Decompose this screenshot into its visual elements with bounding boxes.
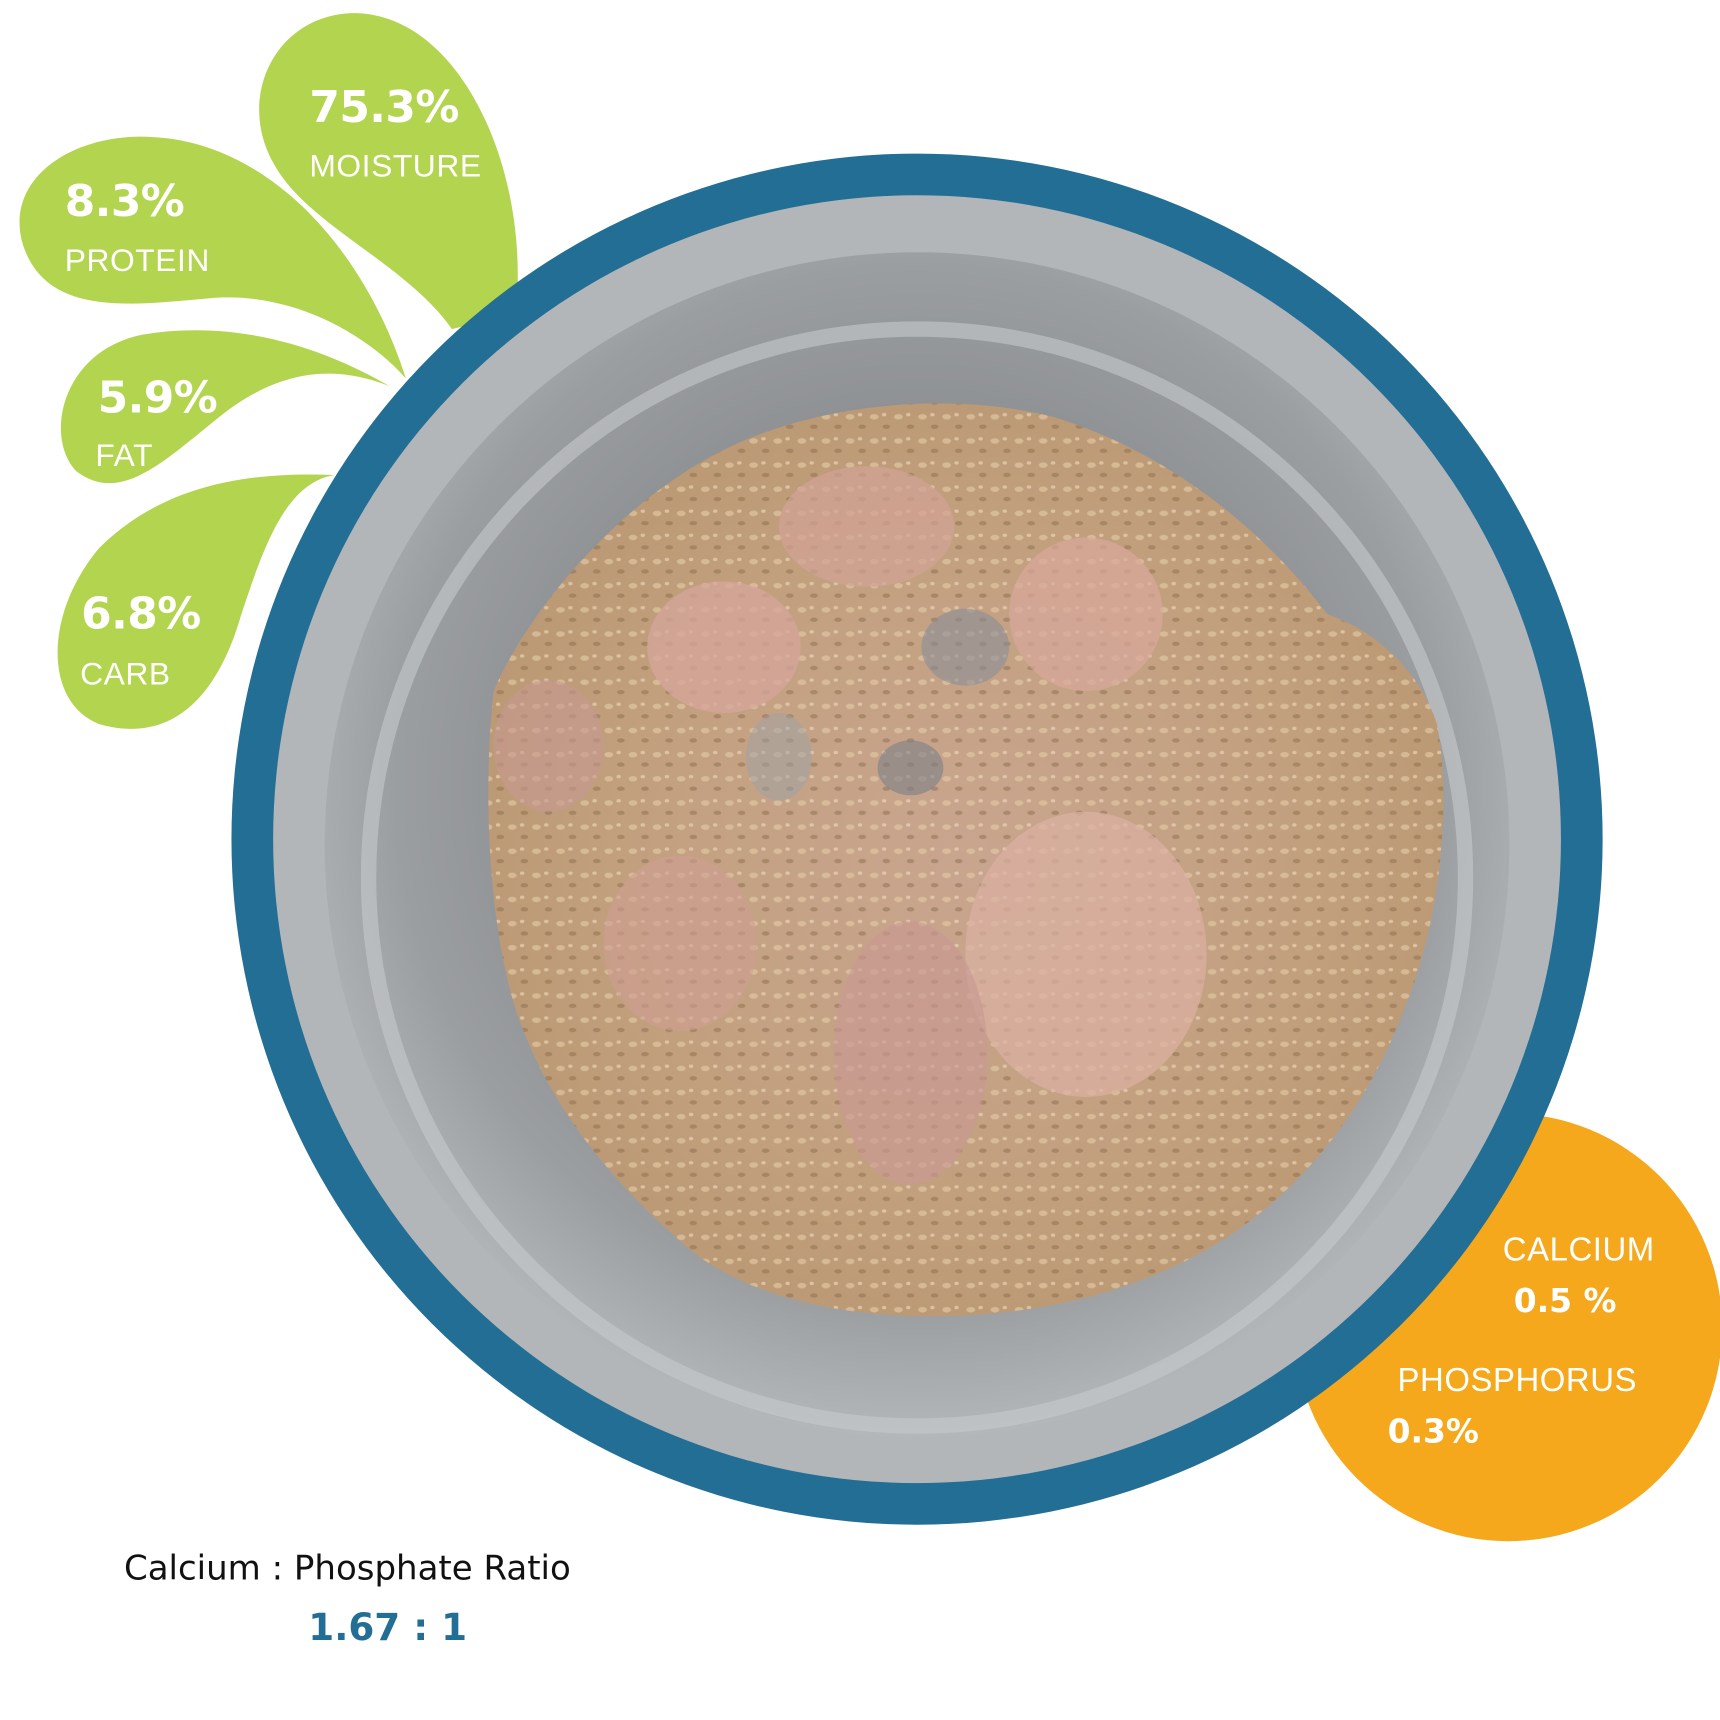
calcium-value: 0.5 % [1513, 1282, 1617, 1321]
petal-protein [19, 136, 406, 379]
petal-moisture [259, 13, 518, 330]
petal-carb [57, 474, 335, 729]
moisture-label: MOISTURE [309, 149, 482, 185]
moisture-value: 75.3% [309, 82, 459, 133]
fat-label: FAT [95, 438, 154, 474]
phosphorus-label: PHOSPHORUS [1397, 1362, 1638, 1399]
carb-label: CARB [80, 657, 171, 693]
ratio-value: 1.67 : 1 [308, 1605, 468, 1650]
carb-value: 6.8% [81, 589, 201, 640]
petal-fat [60, 330, 390, 484]
protein-value: 8.3% [64, 176, 185, 228]
food-photo [488, 403, 1444, 1317]
calcium-label: CALCIUM [1502, 1231, 1655, 1269]
fat-value: 5.9% [97, 372, 218, 424]
protein-label: PROTEIN [64, 243, 210, 279]
ratio-label: Calcium : Phosphate Ratio [123, 1548, 571, 1589]
phosphorus-value: 0.3% [1387, 1412, 1479, 1452]
bowl-highlight [360, 321, 1474, 1434]
